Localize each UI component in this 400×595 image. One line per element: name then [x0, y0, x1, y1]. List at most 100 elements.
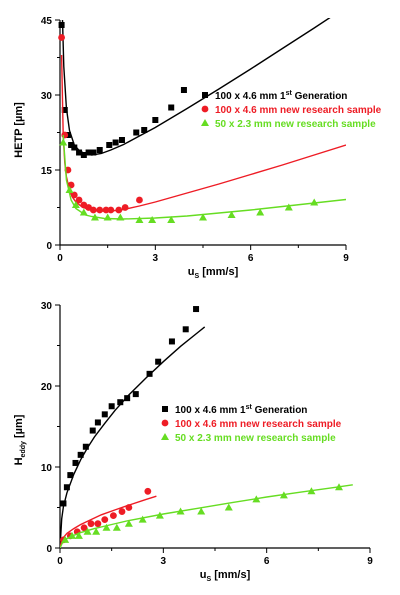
data-point	[138, 515, 147, 523]
data-point	[307, 487, 316, 495]
data-point	[335, 483, 343, 491]
y-tick-label: 0	[46, 544, 52, 555]
data-point	[75, 196, 83, 204]
data-point	[112, 523, 121, 531]
data-point	[90, 149, 97, 156]
data-point	[199, 213, 207, 221]
data-point	[60, 500, 67, 507]
x-axis-label: uS [mm/s]	[188, 266, 239, 280]
y-tick-label: 0	[46, 241, 52, 252]
x-tick-label: 3	[161, 556, 167, 567]
legend-marker	[162, 406, 168, 412]
x-tick-label: 6	[248, 253, 254, 264]
data-point	[116, 213, 125, 221]
legend-label: 100 x 4.6 mm new research sample	[215, 105, 382, 116]
data-point	[92, 527, 101, 535]
legend-label: 100 x 4.6 mm new research sample	[175, 419, 342, 430]
data-point	[87, 520, 95, 528]
legend-marker	[201, 105, 209, 113]
data-point	[82, 443, 89, 450]
x-tick-label: 6	[264, 556, 270, 567]
data-point	[227, 211, 236, 218]
data-point	[279, 491, 288, 499]
data-point	[61, 131, 69, 139]
y-tick-label: 30	[41, 301, 53, 312]
data-point	[58, 34, 65, 41]
data-point	[74, 531, 83, 539]
legend-label: 100 x 4.6 mm 1st Generation	[175, 404, 307, 416]
data-point	[121, 204, 129, 211]
legend-label: 50 x 2.3 mm new research sample	[215, 119, 376, 130]
x-tick-label: 9	[343, 253, 349, 264]
data-point	[141, 127, 148, 133]
data-point	[146, 370, 153, 377]
data-point	[76, 149, 83, 156]
data-point	[90, 213, 99, 221]
data-point	[61, 535, 70, 543]
data-point	[102, 523, 111, 531]
data-point	[79, 208, 88, 216]
data-point	[125, 504, 133, 511]
y-tick-label: 10	[41, 463, 53, 474]
data-point	[94, 520, 102, 528]
legend-marker	[202, 92, 208, 98]
data-point	[115, 206, 123, 214]
data-point	[103, 213, 112, 221]
data-point	[118, 137, 125, 143]
x-tick-label: 0	[57, 253, 63, 264]
legend-label: 50 x 2.3 mm new research sample	[175, 433, 336, 444]
data-point	[102, 206, 110, 214]
data-point	[58, 22, 65, 28]
data-point	[168, 338, 175, 345]
data-point	[135, 216, 144, 223]
data-point	[109, 512, 117, 519]
data-point	[71, 144, 78, 151]
y-tick-label: 20	[41, 382, 53, 393]
data-point	[72, 459, 79, 466]
x-tick-label: 0	[57, 556, 63, 567]
data-point	[70, 191, 78, 199]
data-point	[155, 358, 162, 365]
data-point	[80, 524, 88, 532]
data-point	[96, 147, 103, 153]
data-point	[59, 138, 68, 146]
data-point	[182, 326, 189, 333]
y-axis-label: Heddy [µm]	[13, 414, 27, 465]
data-point	[118, 508, 126, 515]
data-point	[155, 511, 164, 519]
legend-marker	[201, 119, 209, 126]
data-point	[77, 451, 84, 458]
data-point	[256, 208, 265, 216]
x-axis-label: uS [mm/s]	[200, 569, 251, 583]
data-point	[124, 519, 133, 527]
data-point	[67, 472, 74, 479]
y-tick-label: 15	[41, 166, 53, 177]
data-point	[148, 216, 157, 223]
fit-line	[60, 326, 206, 548]
data-point	[176, 507, 185, 515]
data-point	[193, 306, 200, 313]
series-1: 100 x 4.6 mm 1st Generation	[60, 306, 307, 548]
data-point	[180, 87, 187, 93]
data-point	[167, 216, 176, 223]
data-point	[94, 419, 101, 426]
data-point	[252, 495, 261, 503]
data-point	[68, 531, 77, 539]
y-tick-label: 45	[41, 16, 53, 27]
legend-marker	[161, 419, 169, 427]
data-point	[152, 117, 159, 123]
legend-marker	[161, 433, 169, 440]
x-tick-label: 9	[367, 556, 373, 567]
data-point	[89, 206, 97, 214]
chart-1: 0 3 6 9 0 15 30 45 uS [mm/s] HETP [µm] 100 x 4.6 m…	[13, 16, 382, 280]
data-point	[224, 503, 233, 511]
y-axis-label: HETP [µm]	[13, 102, 25, 158]
data-point	[107, 206, 115, 214]
data-point	[68, 142, 75, 148]
series-1: 100 x 4.6 mm 1st Generation	[58, 18, 347, 158]
data-point	[65, 186, 74, 193]
data-point	[108, 403, 115, 410]
series-3: 50 x 2.3 mm new research sample	[60, 433, 353, 548]
data-point	[71, 201, 80, 208]
